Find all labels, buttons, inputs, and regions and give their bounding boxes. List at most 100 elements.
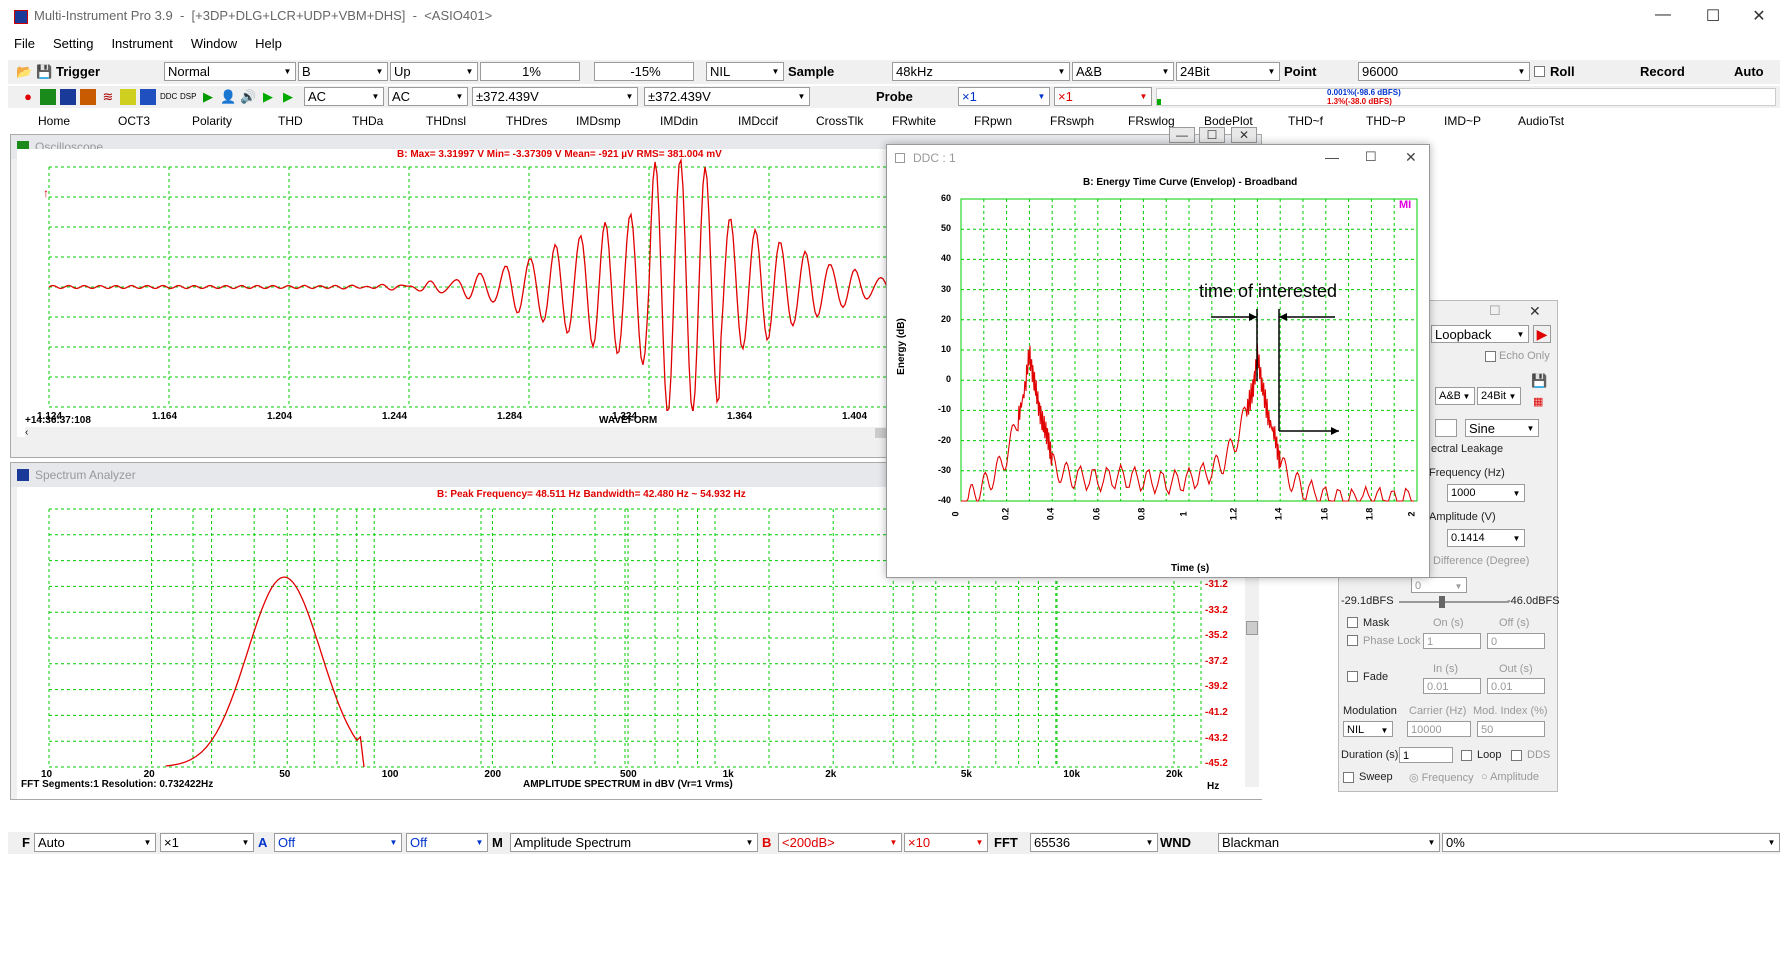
a-select[interactable]: Off (274, 833, 402, 852)
loop-checkbox[interactable] (1461, 750, 1472, 761)
spectrum-icon[interactable] (60, 89, 76, 105)
tab-frswlog[interactable]: FRswlog (1128, 114, 1175, 128)
trigger-nil-select[interactable]: NIL (706, 62, 784, 81)
open-icon[interactable]: 📂 (16, 64, 33, 79)
mask-off-input[interactable]: 0 (1487, 633, 1545, 649)
phase-input[interactable]: 0 (1411, 577, 1467, 593)
tab-home[interactable]: Home (38, 114, 71, 128)
fade-in-input[interactable]: 0.01 (1423, 678, 1481, 694)
tab-thdf[interactable]: THD~f (1288, 114, 1324, 128)
record-dot-icon[interactable]: ● (24, 89, 32, 104)
tab-bodeplot[interactable]: BodePlot (1204, 114, 1253, 128)
gen-save-icon[interactable]: 💾 (1531, 373, 1548, 388)
ddc-minimize-button[interactable]: — (1325, 149, 1339, 165)
tab-frwhite[interactable]: FRwhite (892, 114, 937, 128)
m-select[interactable]: Amplitude Spectrum (510, 833, 758, 852)
dsp-icon[interactable]: DSP (180, 92, 197, 101)
menu-help[interactable]: Help (255, 36, 282, 51)
range-a-select[interactable]: ±372.439V (472, 87, 638, 106)
amplitude-input[interactable]: 0.1414 (1447, 529, 1525, 547)
close-button[interactable]: ✕ (1752, 8, 1766, 25)
tab-imddin[interactable]: IMDdin (660, 114, 699, 128)
tab-thdres[interactable]: THDres (506, 114, 548, 128)
points-select[interactable]: 96000 (1358, 62, 1530, 81)
level-slider[interactable] (1399, 596, 1509, 608)
duration-input[interactable]: 1 (1399, 747, 1453, 763)
gen-play-icon[interactable]: ▶ (1533, 325, 1551, 343)
fft-select[interactable]: 65536 (1030, 833, 1158, 852)
fade-checkbox[interactable] (1347, 671, 1358, 682)
menu-setting[interactable]: Setting (52, 36, 94, 51)
tab-thdnsl[interactable]: THDnsl (426, 114, 467, 128)
tab-oct3[interactable]: OCT3 (118, 114, 151, 128)
mod-index-input[interactable]: 50 (1477, 721, 1545, 737)
gen-source-select[interactable]: Loopback (1431, 325, 1529, 343)
oscilloscope-icon[interactable] (40, 89, 56, 105)
f-mult-select[interactable]: ×1 (160, 833, 254, 852)
modulation-select[interactable]: NIL (1343, 721, 1393, 737)
ddc-icon[interactable]: DDC (160, 92, 178, 101)
step-icon[interactable]: ▶ (283, 89, 293, 104)
carrier-input[interactable]: 10000 (1407, 721, 1471, 737)
mask-checkbox[interactable] (1347, 617, 1358, 628)
person-icon[interactable]: 👤 (220, 89, 237, 104)
tab-thd[interactable]: THD (278, 114, 303, 128)
gen-close-icon[interactable]: ✕ (1529, 303, 1541, 319)
gen-waveform-button[interactable] (1435, 419, 1457, 437)
probe-b-select[interactable]: ×1 (1054, 87, 1152, 106)
ddp-icon[interactable] (140, 89, 156, 105)
save-icon[interactable]: 💾 (36, 64, 53, 79)
tab-audiotst[interactable]: AudioTst (1518, 114, 1565, 128)
maximize-button[interactable]: ☐ (1705, 8, 1721, 25)
pct-select[interactable]: 0% (1442, 833, 1780, 852)
tab-thdp[interactable]: THD~P (1366, 114, 1406, 128)
auto-button[interactable]: Auto (1734, 64, 1764, 79)
multimeter-icon[interactable] (80, 89, 96, 105)
sweep-frequency-radio[interactable]: ◎ Frequency (1409, 772, 1474, 784)
run-icon[interactable]: ▶ (263, 89, 273, 104)
menu-file[interactable]: File (14, 36, 35, 51)
osc-minimize-button[interactable]: — (1169, 127, 1195, 143)
generator-icon[interactable]: ≋ (102, 89, 114, 104)
trigger-mode-select[interactable]: Normal (164, 62, 296, 81)
tab-imdp[interactable]: IMD~P (1444, 114, 1482, 128)
bits-select[interactable]: 24Bit (1176, 62, 1280, 81)
sweep-amplitude-radio[interactable]: ○ Amplitude (1481, 771, 1540, 783)
play-icon[interactable]: ▶ (203, 89, 213, 104)
b-select[interactable]: <200dB> (778, 833, 902, 852)
osc-close-button[interactable]: ✕ (1231, 127, 1257, 143)
minimize-button[interactable]: — (1655, 6, 1671, 23)
fade-out-input[interactable]: 0.01 (1487, 678, 1545, 694)
trigger-delay-input[interactable]: -15% (594, 62, 694, 81)
ddc-close-button[interactable]: ✕ (1405, 149, 1417, 165)
phase-lock-checkbox[interactable] (1347, 635, 1358, 646)
gen-settings-icon[interactable]: ▦ (1533, 396, 1544, 408)
tab-polarity[interactable]: Polarity (192, 114, 233, 128)
wnd-select[interactable]: Blackman (1218, 833, 1440, 852)
mask-on-input[interactable]: 1 (1423, 633, 1481, 649)
probe-a-select[interactable]: ×1 (958, 87, 1050, 106)
coupling-a-select[interactable]: AC (304, 87, 384, 106)
gen-maximize-icon[interactable]: ☐ (1489, 303, 1501, 318)
tab-imdsmp[interactable]: IMDsmp (576, 114, 621, 128)
ddc-maximize-button[interactable]: ☐ (1365, 149, 1377, 164)
echo-only-checkbox[interactable] (1485, 351, 1496, 362)
tab-frpwn[interactable]: FRpwn (974, 114, 1013, 128)
menu-window[interactable]: Window (190, 36, 238, 51)
frequency-input[interactable]: 1000 (1447, 484, 1525, 502)
trigger-level-input[interactable]: 1% (480, 62, 580, 81)
a-select-2[interactable]: Off (406, 833, 488, 852)
range-b-select[interactable]: ±372.439V (644, 87, 810, 106)
tab-thda[interactable]: THDa (352, 114, 384, 128)
dds-checkbox[interactable] (1511, 750, 1522, 761)
tab-frswph[interactable]: FRswph (1050, 114, 1095, 128)
gen-waveform-select[interactable]: Sine (1465, 419, 1539, 437)
roll-checkbox[interactable] (1534, 66, 1545, 77)
trigger-channel-select[interactable]: B (298, 62, 388, 81)
sample-rate-select[interactable]: 48kHz (892, 62, 1070, 81)
sweep-checkbox[interactable] (1343, 772, 1354, 783)
trigger-edge-select[interactable]: Up (390, 62, 478, 81)
osc-restore-button[interactable]: ☐ (1199, 127, 1225, 143)
menu-instrument[interactable]: Instrument (111, 36, 173, 51)
analyzer-icon[interactable] (120, 89, 136, 105)
